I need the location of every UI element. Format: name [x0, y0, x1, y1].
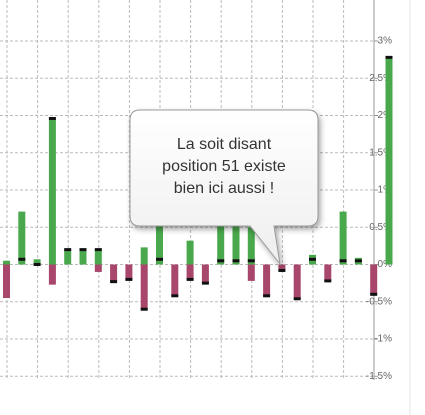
callout-text: position 51 existe — [162, 158, 286, 175]
marker — [263, 294, 271, 298]
y-tick-label: -1% — [374, 334, 392, 345]
bar — [263, 264, 271, 296]
marker — [64, 248, 72, 252]
marker — [125, 277, 133, 281]
bar — [186, 240, 194, 265]
bar — [201, 264, 209, 284]
marker — [385, 55, 393, 59]
marker — [293, 297, 301, 301]
marker — [309, 257, 316, 261]
callout-bubble — [129, 109, 319, 266]
y-tick-label: 1% — [378, 185, 393, 196]
bar — [293, 264, 301, 299]
y-tick-label: 2.5% — [369, 73, 392, 84]
marker — [354, 259, 362, 263]
y-tick-label: 1.5% — [369, 147, 392, 158]
bar — [110, 264, 118, 282]
bar — [140, 247, 148, 265]
marker — [48, 116, 56, 120]
bar — [79, 249, 87, 265]
bar — [3, 260, 10, 265]
marker — [156, 257, 163, 261]
bar — [94, 264, 102, 272]
bar — [48, 118, 56, 265]
bar — [64, 249, 72, 265]
callout-text: bien ici aussi ! — [174, 180, 275, 197]
bar — [125, 264, 133, 280]
y-tick-label: -0.5% — [366, 296, 392, 307]
marker — [79, 248, 87, 252]
bar — [247, 264, 255, 281]
bar — [278, 264, 286, 271]
bar — [324, 264, 332, 281]
bar — [3, 264, 10, 299]
marker — [339, 259, 347, 263]
marker — [247, 259, 255, 263]
marker — [232, 259, 240, 263]
marker — [278, 268, 286, 272]
bar — [171, 264, 179, 296]
marker — [94, 248, 102, 252]
y-tick-label: 2% — [378, 110, 393, 121]
marker — [186, 277, 194, 281]
bar — [247, 227, 255, 265]
bar — [156, 197, 163, 265]
bar — [94, 249, 102, 265]
bar — [232, 223, 240, 265]
bar — [385, 57, 393, 265]
y-tick-label: 0.5% — [369, 222, 392, 233]
y-tick-label: -1.5% — [366, 371, 392, 382]
callout-text: La soit disant — [177, 136, 272, 153]
callout: La soit disant position 51 existe bien i… — [129, 109, 319, 266]
marker — [324, 279, 332, 283]
marker — [18, 257, 26, 261]
marker — [33, 263, 41, 267]
marker — [171, 294, 179, 298]
bar — [140, 264, 148, 310]
marker — [370, 292, 378, 296]
y-tick-label: 3% — [378, 36, 393, 47]
bar — [33, 259, 41, 265]
marker — [201, 281, 209, 285]
marker — [140, 307, 148, 311]
y-tick-label: 0% — [378, 259, 393, 270]
bar — [217, 219, 225, 265]
bar — [18, 211, 26, 265]
bar — [370, 264, 378, 295]
bar — [339, 211, 347, 265]
marker — [110, 280, 118, 284]
bar — [186, 264, 194, 280]
bar — [48, 264, 56, 285]
marker — [217, 259, 225, 263]
